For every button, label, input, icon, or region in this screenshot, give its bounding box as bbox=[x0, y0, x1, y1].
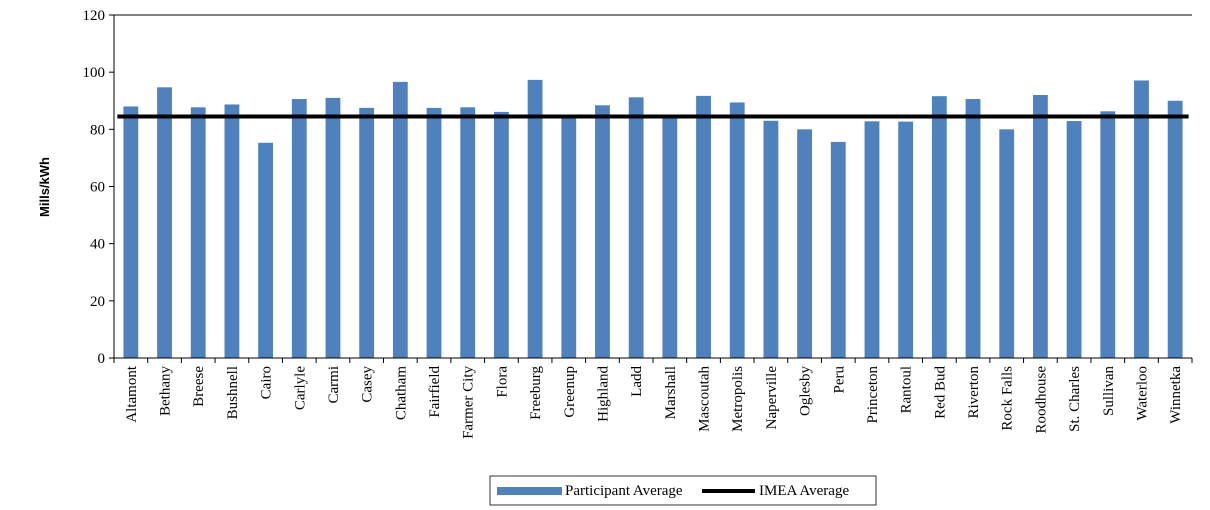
bar-st-charles bbox=[1066, 121, 1082, 358]
bar-ladd bbox=[628, 97, 644, 358]
bar-bethany bbox=[157, 87, 172, 358]
bar-rantoul bbox=[898, 121, 914, 359]
bar-altamont bbox=[123, 106, 139, 358]
bar-peru bbox=[830, 141, 846, 358]
bar-breese bbox=[190, 107, 206, 358]
y-tick-label: 40 bbox=[90, 237, 105, 253]
x-tick-label: Riverton bbox=[966, 366, 982, 419]
y-axis-label: Mills/kWh bbox=[37, 157, 52, 217]
bar-greenup bbox=[561, 116, 577, 358]
x-tick-label: Rock Falls bbox=[1000, 366, 1016, 431]
x-tick-label: Marshall bbox=[663, 366, 679, 419]
x-tick-label: Mascoutah bbox=[697, 366, 713, 432]
x-tick-label: Sullivan bbox=[1101, 366, 1117, 417]
x-tick-label: Casey bbox=[360, 366, 376, 403]
x-tick-label: Naperville bbox=[764, 366, 780, 430]
y-tick-label: 60 bbox=[90, 180, 105, 196]
x-tick-label: St. Charles bbox=[1067, 366, 1083, 432]
x-tick-label: Cairo bbox=[259, 366, 275, 399]
bar-metropolis bbox=[729, 102, 745, 358]
bar-farmer-city bbox=[460, 107, 476, 358]
x-tick-label: Waterloo bbox=[1134, 366, 1150, 421]
x-tick-label: Flora bbox=[494, 366, 510, 398]
y-tick-label: 0 bbox=[98, 351, 106, 367]
y-tick-label: 80 bbox=[90, 122, 105, 138]
bar-marshall bbox=[662, 116, 678, 358]
x-tick-label: Metropolis bbox=[730, 366, 746, 432]
x-tick-label: Bethany bbox=[158, 366, 174, 416]
legend: Participant Average IMEA Average bbox=[489, 475, 877, 506]
x-tick-label: Carmi bbox=[326, 366, 342, 404]
legend-label-participant-average: Participant Average bbox=[565, 483, 683, 499]
bar-naperville bbox=[763, 120, 779, 358]
x-tick-label: Freeburg bbox=[528, 366, 544, 420]
bar-flora bbox=[494, 111, 509, 359]
x-tick-label: Chatham bbox=[393, 366, 409, 420]
bar-princeton bbox=[864, 121, 880, 358]
bar-roodhouse bbox=[1032, 95, 1048, 358]
bar-carlyle bbox=[291, 99, 307, 358]
x-tick-label: Winnetka bbox=[1168, 366, 1184, 424]
x-tick-label: Ladd bbox=[629, 366, 645, 397]
bar-freeburg bbox=[527, 79, 543, 358]
legend-swatch-participant-average bbox=[497, 487, 562, 495]
x-tick-label: Carlyle bbox=[292, 366, 308, 410]
bar-rock-falls bbox=[999, 129, 1015, 358]
bar-waterloo bbox=[1134, 80, 1149, 359]
x-tick-label: Oglesby bbox=[798, 366, 814, 416]
x-tick-label: Peru bbox=[831, 366, 847, 394]
bars bbox=[123, 79, 1183, 359]
bar-carmi bbox=[325, 97, 341, 358]
axes bbox=[113, 14, 1192, 359]
x-tick-label: Greenup bbox=[562, 366, 578, 418]
y-tick-label: 20 bbox=[90, 294, 105, 310]
x-tick-label: Fairfield bbox=[427, 366, 443, 418]
x-tick-label: Red Bud bbox=[932, 366, 948, 419]
bar-red-bud bbox=[931, 96, 947, 359]
bar-winnetka bbox=[1167, 100, 1183, 358]
bar-sullivan bbox=[1100, 111, 1116, 358]
bar-mascoutah bbox=[696, 95, 711, 358]
x-ticks: Altamont Bethany Breese Bushnell Cairo Carlyl… bbox=[113, 358, 1193, 439]
y-tick-label: 100 bbox=[83, 65, 106, 81]
bar-casey bbox=[359, 107, 375, 359]
x-tick-label: Farmer City bbox=[461, 366, 477, 439]
x-tick-label: Altamont bbox=[124, 365, 140, 422]
x-tick-label: Highland bbox=[595, 366, 611, 422]
x-tick-label: Roodhouse bbox=[1033, 366, 1049, 434]
x-tick-label: Princeton bbox=[865, 366, 881, 424]
legend-label-imea-average: IMEA Average bbox=[759, 483, 849, 499]
x-tick-label: Rantoul bbox=[899, 366, 915, 414]
y-ticks: 0 20 40 60 80 100 120 bbox=[83, 8, 114, 367]
bar-highland bbox=[595, 105, 610, 358]
bar-oglesby bbox=[797, 129, 812, 358]
bar-bushnell bbox=[224, 104, 240, 358]
y-tick-label: 120 bbox=[83, 8, 106, 24]
bar-riverton bbox=[965, 99, 981, 358]
bar-fairfield bbox=[426, 107, 442, 359]
bar-chatham bbox=[392, 81, 408, 358]
x-tick-label: Breese bbox=[191, 366, 207, 407]
bar-cairo bbox=[258, 142, 273, 358]
x-tick-label: Bushnell bbox=[225, 366, 241, 419]
